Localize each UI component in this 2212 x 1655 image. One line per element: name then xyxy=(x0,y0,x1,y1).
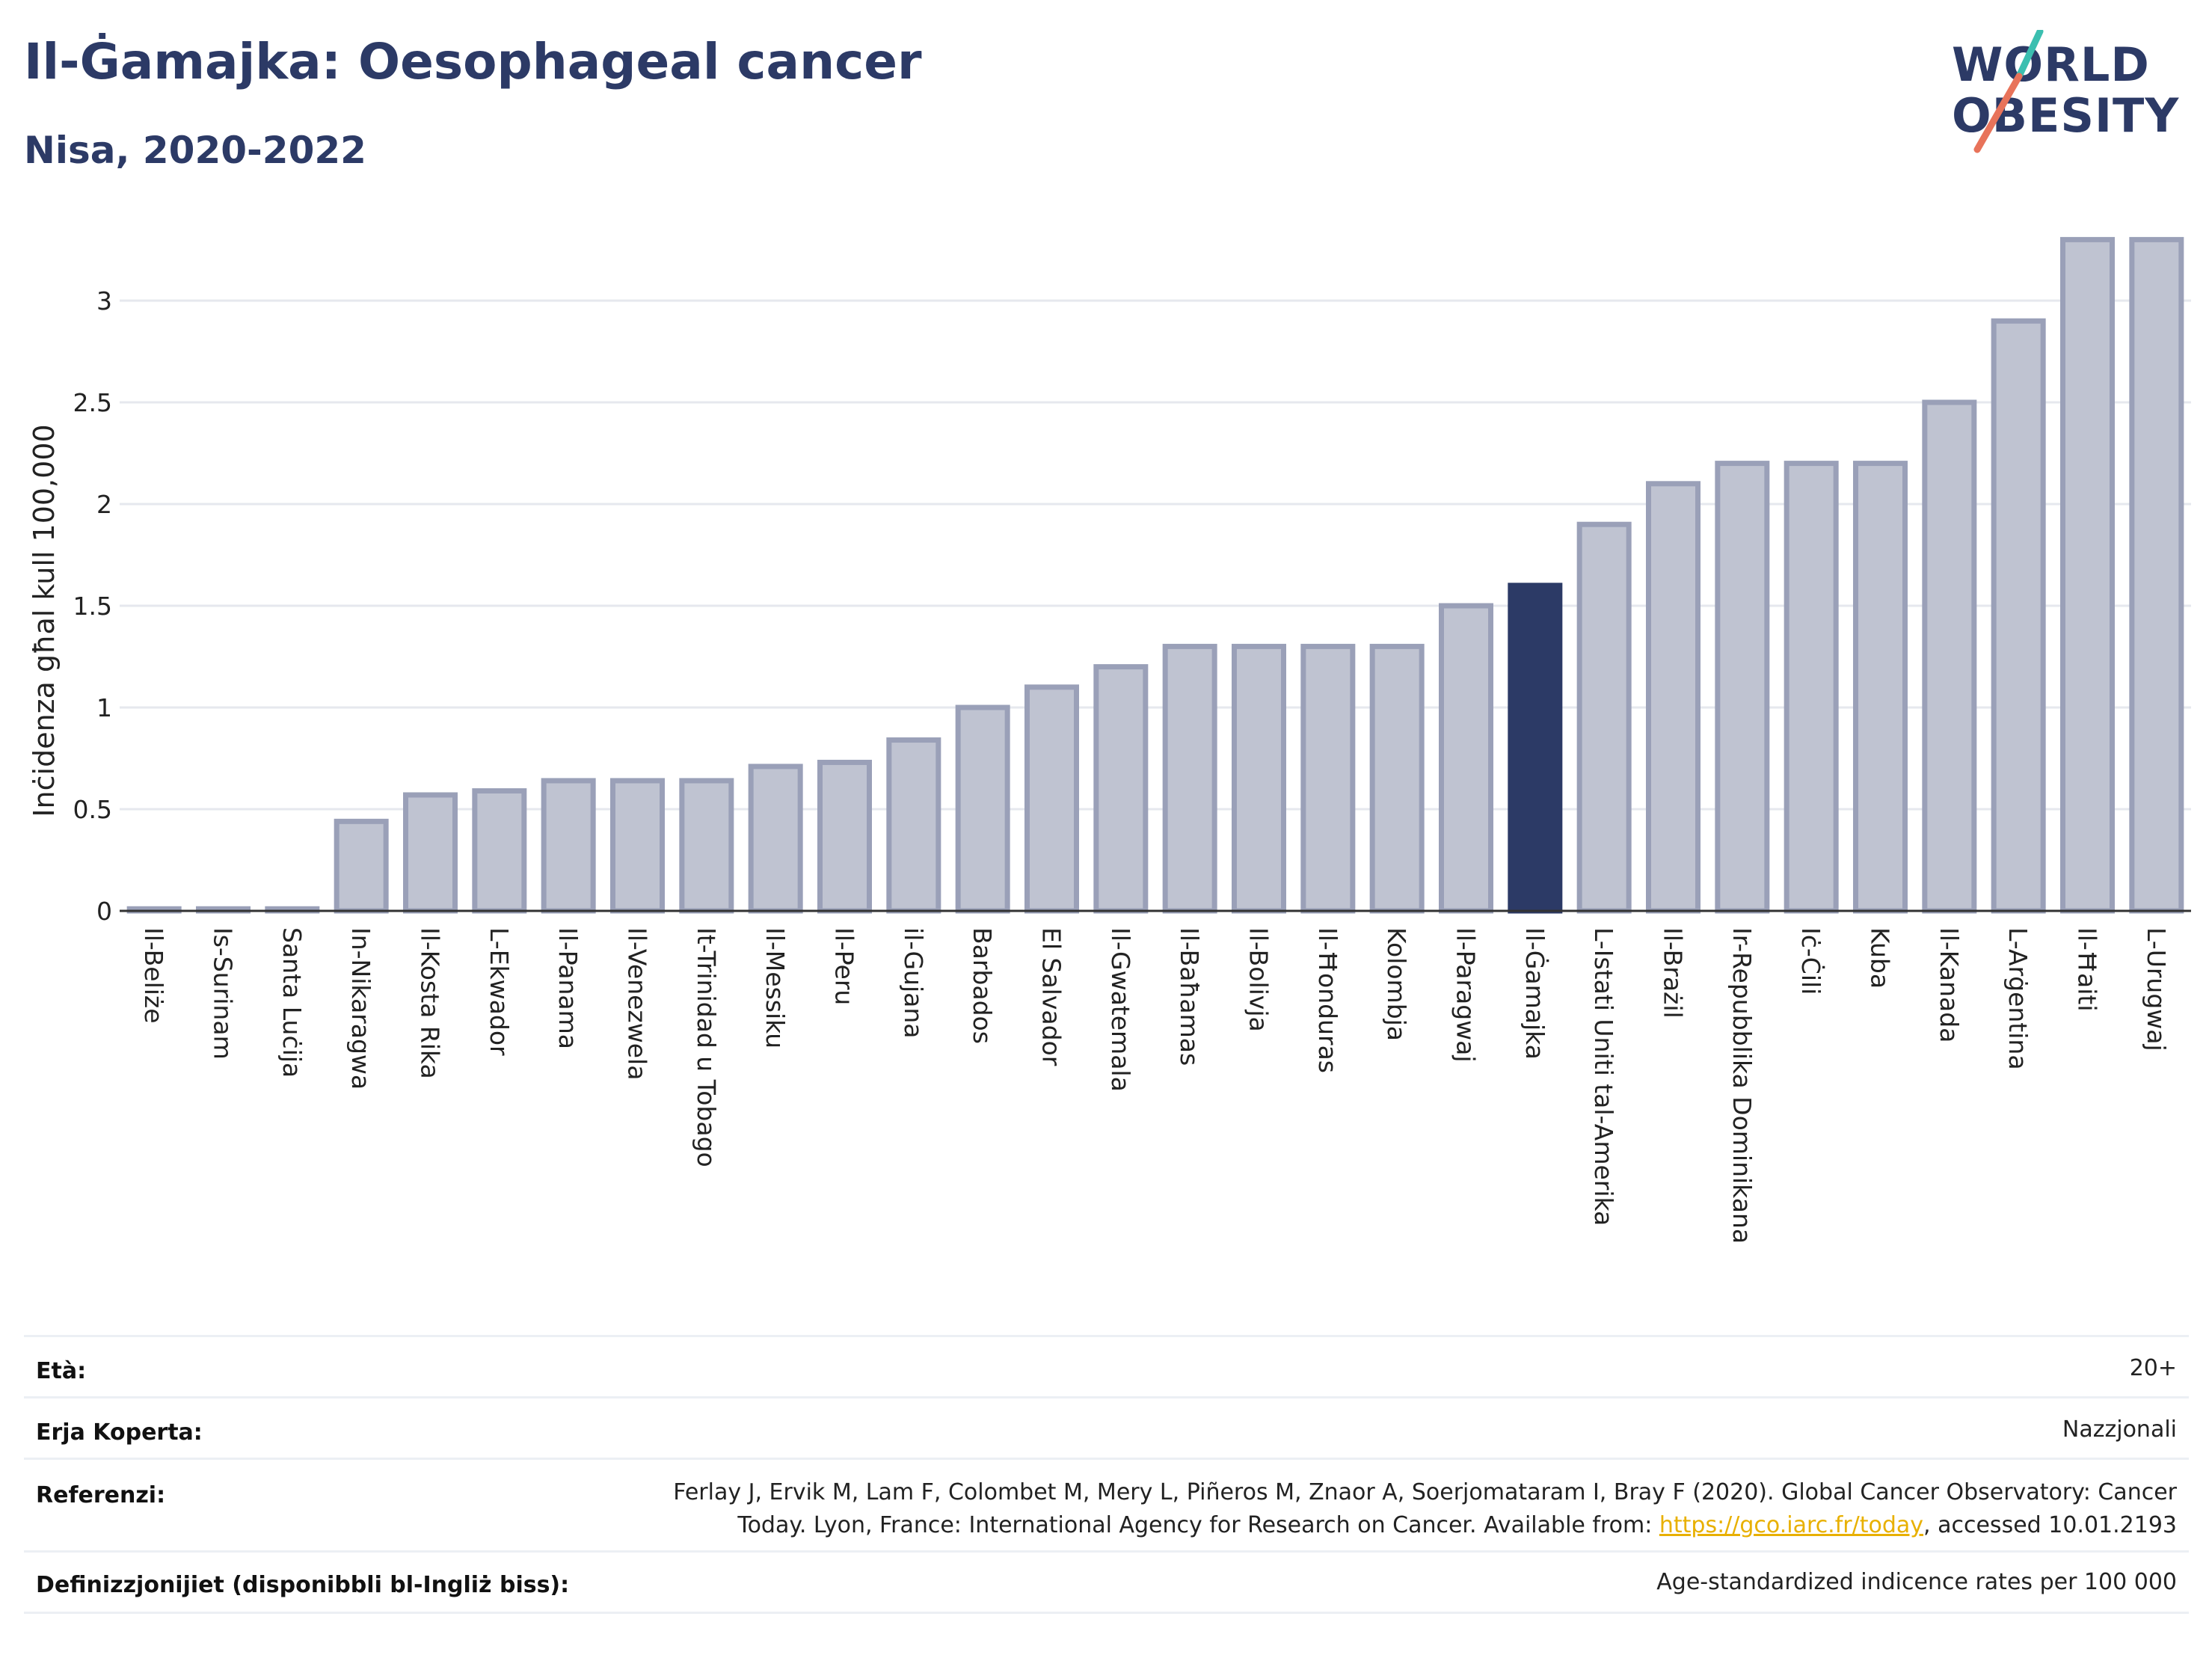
definitions-label: Definizzjonijiet (disponibbli bl-Ingliż … xyxy=(36,1572,570,1598)
bar-7 xyxy=(610,778,665,914)
x-tick-label: In-Nikaragwa xyxy=(346,927,375,1090)
bar-23 xyxy=(1715,461,1770,914)
references-link[interactable]: https://gco.iarc.fr/today xyxy=(1659,1512,1924,1538)
x-tick-label: Kolombja xyxy=(1382,927,1411,1041)
logo-word-world: WORLD xyxy=(1952,37,2150,92)
y-tick-label: 3 xyxy=(96,286,112,316)
x-tick-label: Il-Panama xyxy=(553,927,583,1049)
x-tick-label: L-Ekwador xyxy=(485,927,514,1056)
x-tick-label: Il-Beliże xyxy=(139,927,168,1024)
meta-row-coverage: Erja Koperta: Nazzjonali xyxy=(24,1396,2189,1458)
x-tick-label: Il-Peru xyxy=(830,927,859,1005)
y-tick-label: 0.5 xyxy=(73,795,112,824)
bar-21 xyxy=(1576,521,1632,914)
references-value: Ferlay J, Ervik M, Lam F, Colombet M, Me… xyxy=(673,1476,2177,1542)
x-tick-label: Il-Ħonduras xyxy=(1313,927,1342,1073)
world-obesity-logo: WORLD OBESITY xyxy=(1952,30,2191,157)
bar-29 xyxy=(2129,236,2184,914)
references-line-2-suffix: , accessed 10.01.2193 xyxy=(1923,1512,2177,1538)
bar-12 xyxy=(955,704,1010,914)
bar-18 xyxy=(1369,643,1425,914)
bar-20 xyxy=(1508,583,1563,914)
bar-10 xyxy=(817,759,872,914)
bar-16 xyxy=(1232,643,1286,914)
y-tick-label: 2.5 xyxy=(73,388,112,417)
meta-row-references: Referenzi: Ferlay J, Ervik M, Lam F, Col… xyxy=(24,1458,2189,1551)
x-tick-label: Ir-Repubblika Dominikana xyxy=(1727,927,1757,1244)
bar-27 xyxy=(1991,318,2046,914)
bar-15 xyxy=(1162,643,1217,914)
x-tick-labels: Il-Beliże Is-Surinam Santa Luċija In-Nikara… xyxy=(139,927,2171,1244)
grid-lines xyxy=(120,299,2191,811)
x-tick-label: Kuba xyxy=(1866,927,1895,989)
y-tick-labels: 0 0.5 1 1.5 2 2.5 3 xyxy=(73,286,112,926)
bar-28 xyxy=(2060,236,2115,914)
bar-26 xyxy=(1922,399,1977,914)
x-tick-label: Is-Surinam xyxy=(209,927,238,1060)
bar-13 xyxy=(1024,684,1079,914)
references-line-1: Ferlay J, Ervik M, Lam F, Colombet M, Me… xyxy=(673,1479,2177,1505)
y-tick-label: 1 xyxy=(96,693,112,722)
references-label: Referenzi: xyxy=(36,1482,166,1508)
bars xyxy=(126,236,2184,914)
bar-8 xyxy=(679,778,734,914)
age-label: Età: xyxy=(36,1358,87,1384)
x-tick-label: L-Arġentina xyxy=(2003,927,2033,1070)
bar-11 xyxy=(886,737,941,914)
y-tick-label: 1.5 xyxy=(73,592,112,621)
references-line-2-text: Today. Lyon, France: International Agenc… xyxy=(737,1512,1659,1538)
bar-5 xyxy=(472,788,527,914)
x-tick-label: Il-Ħaiti xyxy=(2073,927,2102,1012)
x-tick-label: Il-Ġamajka xyxy=(1520,927,1550,1060)
x-tick-label: Il-Brażil xyxy=(1659,927,1688,1019)
x-tick-label: El Salvador xyxy=(1037,927,1066,1066)
x-tick-label: Il-Kanada xyxy=(1935,927,1964,1043)
bar-9 xyxy=(748,764,803,914)
x-tick-label: Il-Gwatemala xyxy=(1106,927,1135,1092)
coverage-label: Erja Koperta: xyxy=(36,1419,203,1446)
x-tick-label: Santa Luċija xyxy=(277,927,307,1078)
bar-4 xyxy=(403,792,458,914)
logo-slash-icon xyxy=(1973,30,2044,153)
definitions-value: Age-standardized indicence rates per 100… xyxy=(1656,1569,2177,1595)
x-tick-label: Il-Paragwaj xyxy=(1451,927,1481,1063)
x-tick-label: Barbados xyxy=(968,927,997,1044)
x-tick-label: Il-Baħamas xyxy=(1175,927,1204,1066)
meta-bottom-border xyxy=(24,1612,2189,1617)
meta-row-age: Età: 20+ xyxy=(24,1335,2189,1397)
x-tick-label: L-Istati Uniti tal-Amerika xyxy=(1589,927,1618,1226)
y-tick-label: 0 xyxy=(96,897,112,926)
x-tick-label: Iċ-Ċili xyxy=(1796,927,1826,995)
y-tick-label: 2 xyxy=(96,490,112,519)
coverage-value: Nazzjonali xyxy=(2062,1416,2177,1443)
chart-title: Il-Ġamajka: Oesophageal cancer xyxy=(24,33,922,90)
bar-22 xyxy=(1646,481,1701,914)
bar-24 xyxy=(1784,461,1839,914)
y-axis-label: Inċidenza għal kull 100,000 xyxy=(28,424,61,817)
bar-chart: 0 0.5 1 1.5 2 2.5 3 Il-Beliże Is-Surinam Santa L… xyxy=(28,236,2191,1244)
x-tick-label: il-Gujana xyxy=(899,927,928,1038)
chart-subtitle: Nisa, 2020-2022 xyxy=(24,129,366,172)
x-tick-label: Il-Kosta Rika xyxy=(416,927,445,1079)
references-line-2: Today. Lyon, France: International Agenc… xyxy=(673,1509,2177,1542)
x-tick-label: Il-Bolivja xyxy=(1244,927,1274,1032)
bar-6 xyxy=(541,778,596,914)
bar-14 xyxy=(1093,664,1149,914)
x-tick-label: It-Trinidad u Tobago xyxy=(692,927,721,1167)
meta-row-definitions: Definizzjonijiet (disponibbli bl-Ingliż … xyxy=(24,1550,2189,1612)
x-tick-label: L-Urugwaj xyxy=(2142,927,2171,1051)
bar-25 xyxy=(1853,461,1908,914)
bar-17 xyxy=(1300,643,1356,914)
x-tick-label: Il-Messiku xyxy=(761,927,790,1048)
age-value: 20+ xyxy=(2129,1355,2177,1381)
bar-3 xyxy=(334,818,389,914)
x-tick-label: Il-Venezwela xyxy=(623,927,652,1080)
bar-19 xyxy=(1439,603,1493,914)
